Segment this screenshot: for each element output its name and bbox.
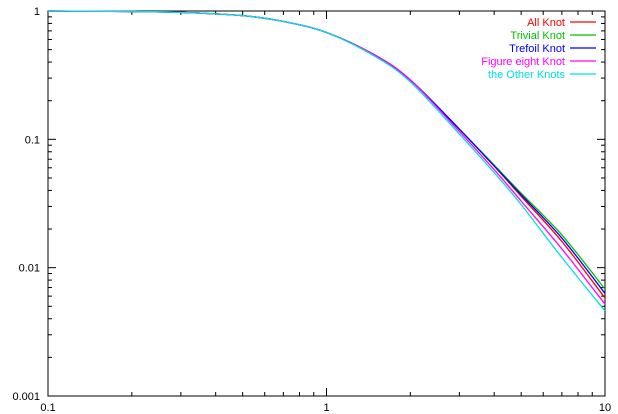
y-tick-label: 0.1 xyxy=(25,134,40,146)
y-tick-label: 0.001 xyxy=(12,391,40,403)
y-tick-label: 1 xyxy=(34,6,40,18)
legend-label: All Knot xyxy=(527,17,565,29)
legend-label: the Other Knots xyxy=(488,69,566,81)
x-tick-label: 10 xyxy=(599,402,611,414)
y-tick-label: 0.01 xyxy=(19,263,40,275)
series-lines xyxy=(47,10,606,312)
series-line-4 xyxy=(47,10,606,312)
legend-label: Figure eight Knot xyxy=(481,56,565,68)
legend-label: Trefoil Knot xyxy=(509,43,565,55)
x-tick-label: 0.1 xyxy=(40,402,55,414)
legend-label: Trivial Knot xyxy=(510,30,565,42)
axis-ticks: 0.1 1 10 1 0.1 0.01 0.001 xyxy=(12,6,611,414)
x-tick-label: 1 xyxy=(323,402,329,414)
